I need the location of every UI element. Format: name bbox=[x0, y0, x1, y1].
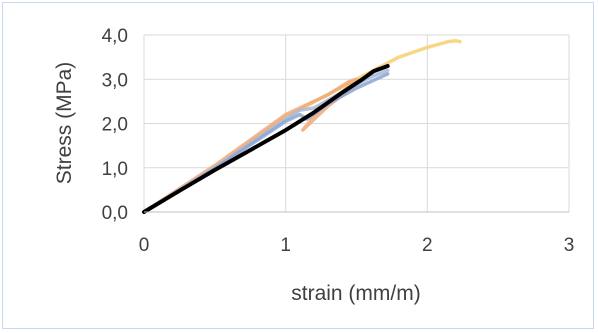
series-lines bbox=[142, 39, 462, 214]
y-tick-labels: 0,0 1,0 2,0 3,0 4,0 bbox=[102, 26, 128, 224]
y-tick-label: 1,0 bbox=[102, 159, 128, 180]
series-line-1 bbox=[142, 39, 462, 214]
x-axis-title: strain (mm/m) bbox=[291, 282, 421, 305]
x-tick-label: 1 bbox=[280, 235, 291, 256]
chart-frame bbox=[2, 2, 594, 329]
y-tick-label: 4,0 bbox=[102, 26, 128, 47]
series-line-5 bbox=[142, 64, 390, 214]
x-tick-label: 3 bbox=[564, 235, 575, 256]
x-tick-label: 2 bbox=[422, 235, 433, 256]
x-tick-labels: 0 1 2 3 bbox=[139, 235, 575, 256]
y-axis-title: Stress (MPa) bbox=[53, 62, 76, 185]
gridlines bbox=[143, 34, 570, 213]
y-tick-label: 0,0 bbox=[102, 203, 128, 224]
y-tick-label: 2,0 bbox=[102, 115, 128, 136]
y-tick-label: 3,0 bbox=[102, 70, 128, 91]
x-tick-label: 0 bbox=[139, 235, 150, 256]
